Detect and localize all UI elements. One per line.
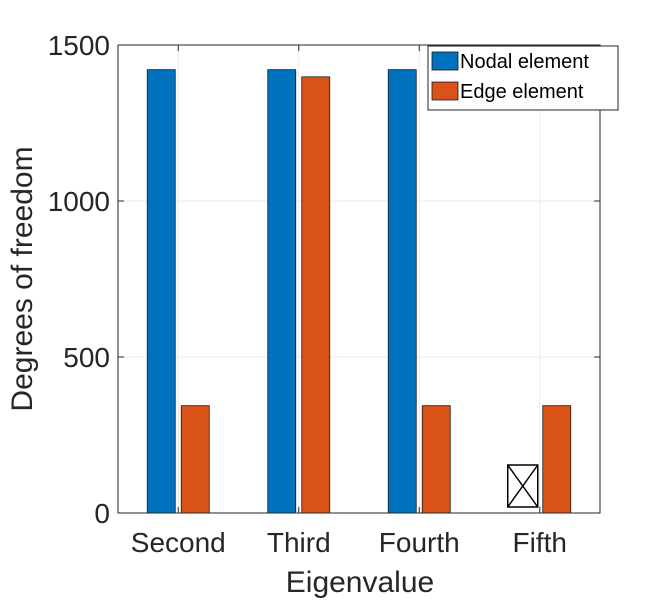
x-tick-label: Fourth (379, 527, 460, 558)
marker-layer (507, 464, 539, 508)
bar-edge-element-third (301, 76, 331, 514)
x-tick-label: Second (131, 527, 226, 558)
legend-swatch (431, 51, 459, 71)
bar-nodal-element-fourth (387, 69, 417, 514)
legend-label: Edge element (460, 81, 584, 103)
y-tick-label: 0 (94, 498, 110, 529)
plot-box (117, 44, 601, 514)
x-tick-label: Third (267, 527, 331, 558)
y-tick-label: 1000 (48, 186, 110, 217)
grid-layer (118, 45, 600, 513)
y-tick-label: 500 (63, 342, 110, 373)
y-tick-label: 1500 (48, 30, 110, 61)
marker-cross-line (507, 464, 539, 508)
bar-edge-element-fifth (542, 405, 572, 514)
x-axis-title: Eigenvalue (286, 566, 434, 599)
ticks-layer: 0 500 1000 1500 Second Third Fourth Fifth (48, 30, 600, 558)
bars-layer (146, 69, 572, 514)
box-with-x-icon (507, 464, 539, 508)
bar-nodal-element-third (267, 69, 297, 514)
legend-swatch (431, 81, 459, 101)
axes-layer (117, 44, 601, 514)
legend: Nodal element Edge element (427, 45, 619, 111)
y-axis-title: Degrees of freedom (6, 146, 39, 411)
bar-edge-element-second (180, 405, 210, 514)
legend-box (427, 45, 619, 111)
bar-nodal-element-second (146, 69, 176, 514)
legend-label: Nodal element (460, 51, 589, 73)
x-tick-label: Fifth (513, 527, 567, 558)
bar-edge-element-fourth (421, 405, 451, 514)
